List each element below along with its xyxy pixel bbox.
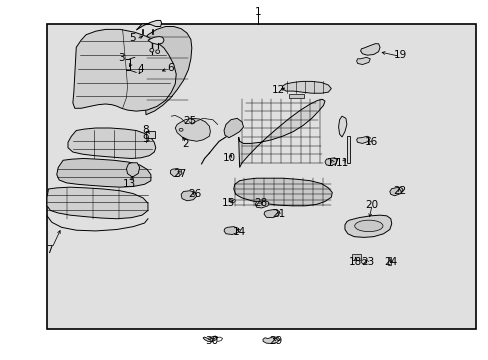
Polygon shape	[356, 57, 369, 64]
Polygon shape	[136, 21, 161, 30]
Polygon shape	[175, 118, 210, 141]
Bar	[346, 136, 349, 163]
Polygon shape	[356, 136, 369, 143]
Polygon shape	[255, 201, 268, 208]
Text: 24: 24	[384, 257, 397, 267]
Text: 29: 29	[269, 336, 282, 346]
Polygon shape	[325, 158, 336, 166]
Text: 1: 1	[254, 7, 261, 17]
Polygon shape	[238, 99, 325, 167]
Bar	[146, 131, 155, 138]
Text: 8: 8	[142, 125, 149, 135]
Text: 10: 10	[222, 153, 235, 163]
Ellipse shape	[179, 129, 183, 131]
Text: 23: 23	[360, 257, 373, 267]
Text: 20: 20	[365, 200, 378, 210]
Bar	[387, 257, 390, 265]
Text: 13: 13	[123, 179, 136, 189]
Text: 12: 12	[271, 85, 285, 95]
Ellipse shape	[156, 50, 159, 53]
Polygon shape	[233, 178, 331, 206]
Polygon shape	[224, 118, 243, 138]
Polygon shape	[264, 210, 279, 218]
Polygon shape	[148, 37, 163, 44]
Text: 26: 26	[188, 189, 201, 199]
Polygon shape	[338, 116, 346, 137]
Text: 19: 19	[393, 50, 407, 60]
Bar	[351, 254, 360, 260]
Text: 9: 9	[142, 134, 149, 144]
Polygon shape	[140, 27, 191, 115]
Text: 4: 4	[138, 64, 144, 74]
Text: 18: 18	[348, 257, 362, 267]
Text: 21: 21	[271, 209, 285, 219]
Text: 11: 11	[335, 158, 348, 168]
Text: 28: 28	[254, 198, 267, 208]
Polygon shape	[73, 30, 176, 111]
Text: 30: 30	[204, 336, 218, 346]
Polygon shape	[360, 44, 379, 55]
Text: 17: 17	[326, 158, 339, 168]
Polygon shape	[181, 191, 196, 201]
Ellipse shape	[354, 220, 382, 231]
Polygon shape	[203, 336, 217, 341]
Text: 2: 2	[183, 139, 189, 149]
Text: 15: 15	[222, 198, 235, 208]
Polygon shape	[68, 128, 156, 158]
Text: 6: 6	[167, 63, 173, 73]
Bar	[47, 24, 475, 329]
Bar	[289, 94, 304, 98]
Polygon shape	[389, 187, 402, 196]
Ellipse shape	[361, 260, 366, 264]
Text: 22: 22	[392, 186, 406, 197]
Text: 14: 14	[232, 227, 246, 237]
Text: 5: 5	[129, 33, 135, 42]
Polygon shape	[224, 226, 238, 234]
Polygon shape	[126, 163, 140, 177]
Text: 7: 7	[46, 245, 53, 255]
Polygon shape	[263, 337, 279, 343]
Polygon shape	[47, 187, 148, 219]
Polygon shape	[282, 81, 330, 93]
Polygon shape	[57, 158, 151, 187]
Polygon shape	[170, 168, 182, 176]
Text: 25: 25	[183, 116, 196, 126]
Ellipse shape	[229, 199, 235, 203]
Polygon shape	[344, 215, 391, 237]
Text: 27: 27	[173, 168, 186, 179]
Text: 3: 3	[118, 53, 124, 63]
Ellipse shape	[150, 48, 154, 52]
Text: 16: 16	[364, 138, 377, 147]
